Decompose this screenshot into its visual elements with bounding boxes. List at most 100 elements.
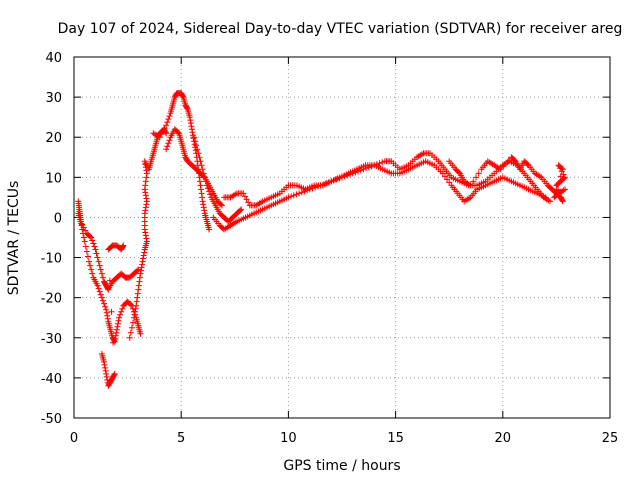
data-point-interp xyxy=(136,278,143,285)
data-point-interp xyxy=(104,315,111,322)
data-point xyxy=(195,150,202,157)
data-point-interp xyxy=(162,129,169,136)
data-point-interp xyxy=(87,262,94,269)
series-peak-B xyxy=(163,126,225,209)
data-point-interp xyxy=(446,179,453,186)
data-point-interp xyxy=(237,207,244,214)
x-tick-label: 15 xyxy=(387,431,404,446)
data-point-interp xyxy=(198,186,205,193)
data-point-interp xyxy=(141,249,148,256)
y-tick-label: -30 xyxy=(41,332,62,347)
data-point xyxy=(199,198,206,205)
data-point xyxy=(135,266,142,273)
data-point-interp xyxy=(101,361,108,368)
x-axis-label: GPS time / hours xyxy=(283,458,400,474)
data-point-interp xyxy=(96,288,103,295)
data-point-interp xyxy=(142,192,149,199)
data-point-interp xyxy=(197,158,204,165)
y-axis-label: SDTVAR / TECUs xyxy=(6,181,22,296)
series-drop-C xyxy=(98,242,127,389)
data-point-interp xyxy=(511,157,518,164)
data-point-interp xyxy=(143,174,150,181)
data-point-interp xyxy=(108,308,115,315)
chart-title: Day 107 of 2024, Sidereal Day-to-day VTE… xyxy=(58,21,623,37)
data-point xyxy=(467,182,474,189)
data-point-interp xyxy=(193,142,200,149)
data-point-interp xyxy=(288,193,295,200)
data-point-interp xyxy=(102,303,109,310)
data-point-interp xyxy=(166,137,173,144)
y-tick-label: -50 xyxy=(41,412,62,427)
data-point-interp xyxy=(136,274,143,281)
data-point-interp xyxy=(200,201,207,208)
data-point-interp xyxy=(206,188,213,195)
data-point-interp xyxy=(135,282,142,289)
data-point-interp xyxy=(143,195,150,202)
data-point-interp xyxy=(93,250,100,257)
data-point-interp xyxy=(94,254,101,261)
data-point-interp xyxy=(111,371,118,378)
data-point xyxy=(199,166,206,173)
grid-lines xyxy=(74,57,610,418)
data-point xyxy=(113,326,120,333)
data-point-interp xyxy=(118,308,125,315)
data-point-interp xyxy=(444,176,451,183)
data-point-interp xyxy=(143,167,150,174)
data-point-interp xyxy=(559,197,566,204)
data-point-interp xyxy=(200,170,207,177)
x-tick-label: 10 xyxy=(280,431,297,446)
data-point xyxy=(81,238,88,245)
data-point-interp xyxy=(558,194,565,201)
data-point-interp xyxy=(198,190,205,197)
data-point-interp xyxy=(132,308,139,315)
data-point xyxy=(137,330,144,337)
data-point xyxy=(92,246,99,253)
data-point-interp xyxy=(102,367,109,374)
data-point-interp xyxy=(132,305,139,312)
data-point-interp xyxy=(524,161,531,168)
data-point xyxy=(542,194,549,201)
data-point xyxy=(285,194,292,201)
data-point-interp xyxy=(164,119,171,126)
data-point xyxy=(135,286,142,293)
data-point-interp xyxy=(143,201,150,208)
plot-frame xyxy=(73,56,611,419)
data-point-interp xyxy=(198,162,205,169)
data-point xyxy=(206,226,213,233)
data-point xyxy=(133,302,140,309)
data-point-interp xyxy=(83,248,90,255)
data-point-interp xyxy=(95,258,102,265)
series-drop-A xyxy=(75,198,144,345)
data-point-interp xyxy=(84,253,91,260)
data-point-interp xyxy=(553,187,560,194)
data-point xyxy=(103,306,110,313)
data-point-interp xyxy=(379,159,386,166)
series-mid-B xyxy=(221,158,549,209)
data-point-interp xyxy=(98,270,105,277)
data-point-interp xyxy=(245,199,252,206)
data-point xyxy=(186,114,193,121)
series-peak-A xyxy=(150,90,213,233)
data-point-interp xyxy=(134,290,141,297)
data-point-interp xyxy=(200,204,207,211)
data-point-interp xyxy=(557,173,564,180)
data-point xyxy=(203,182,210,189)
data-point-interp xyxy=(190,135,197,142)
data-point xyxy=(191,134,198,141)
data-point-interp xyxy=(166,113,173,120)
y-tick-labels: -50 -40 -30 -20 -10 0 10 20 30 40 xyxy=(41,51,62,427)
data-point-interp xyxy=(103,309,110,316)
data-point-interp xyxy=(189,129,196,136)
data-point xyxy=(218,202,225,209)
data-point-interp xyxy=(376,160,383,167)
data-point-interp xyxy=(475,170,482,177)
series-tail xyxy=(446,154,568,205)
data-point-interp xyxy=(140,255,147,262)
x-tick-labels: 0 5 10 15 20 25 xyxy=(70,431,618,446)
data-point xyxy=(238,206,245,213)
data-point-interp xyxy=(113,329,120,336)
data-point-interp xyxy=(187,117,194,124)
data-point-interp xyxy=(142,182,149,189)
data-point-interp xyxy=(558,165,565,172)
data-point-interp xyxy=(114,320,121,327)
